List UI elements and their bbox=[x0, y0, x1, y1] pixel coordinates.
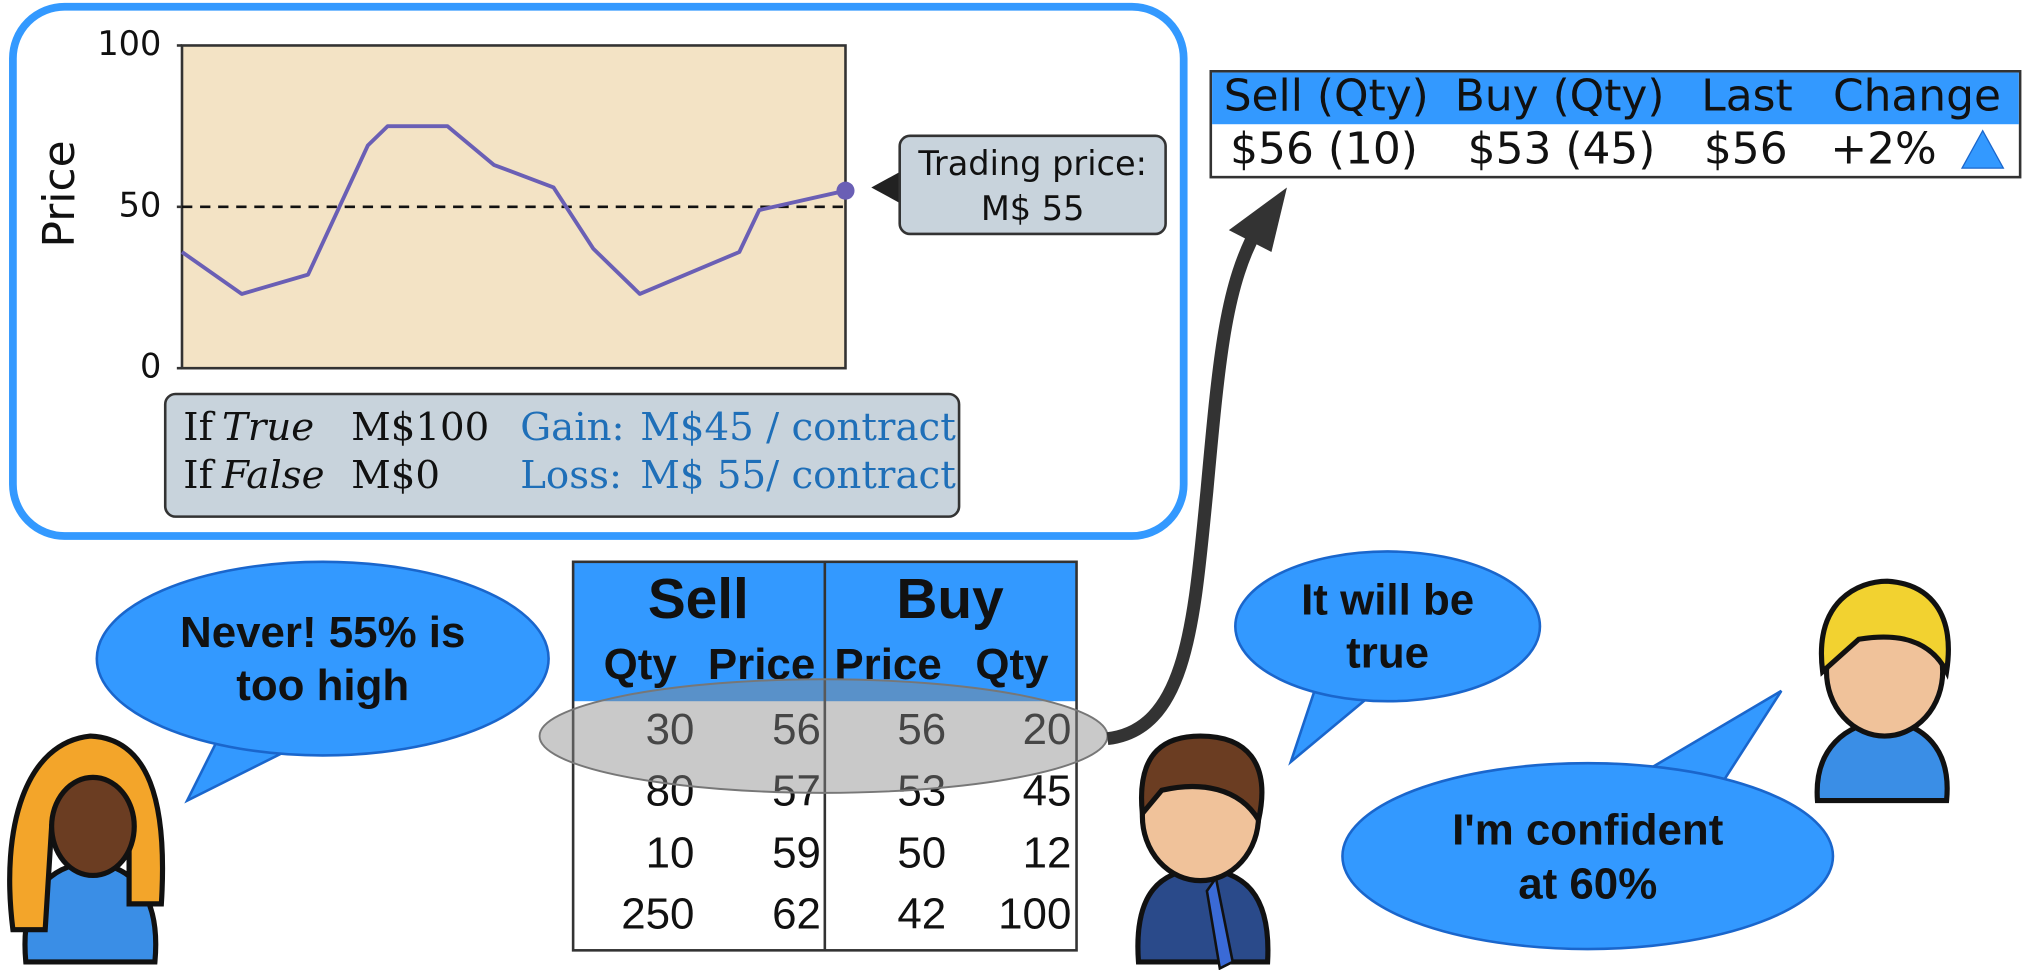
book-cell: 59 bbox=[772, 829, 821, 878]
bubble-text: It will be bbox=[1301, 576, 1474, 625]
book-side: Buy bbox=[896, 568, 1004, 631]
book-cell: 50 bbox=[897, 829, 946, 878]
book-cell: 12 bbox=[1023, 829, 1072, 878]
y-tick-label: 0 bbox=[140, 347, 161, 386]
quote-header: Last bbox=[1701, 70, 1792, 121]
current-point bbox=[836, 182, 854, 200]
book-cell: 10 bbox=[646, 829, 695, 878]
bubble-text: Never! 55% is bbox=[180, 608, 465, 657]
book-column: Qty bbox=[604, 640, 678, 689]
book-cell: 250 bbox=[621, 889, 694, 938]
highlight bbox=[540, 679, 1108, 793]
callout-text: M$ 55 bbox=[981, 189, 1085, 228]
diagram: Price Trading price: M$ 55 IfTrue M$100 Ga… bbox=[0, 0, 2024, 970]
speech-bubble bbox=[97, 562, 549, 756]
person-woman bbox=[10, 736, 163, 962]
person-man bbox=[1138, 736, 1268, 968]
bubble-text: true bbox=[1346, 629, 1429, 678]
payoff-text: M$45 / contract bbox=[640, 405, 956, 450]
speech-bubble bbox=[1342, 763, 1833, 949]
payoff-text: True bbox=[222, 405, 314, 450]
person-man-2 bbox=[1817, 581, 1948, 800]
book-column: Qty bbox=[975, 640, 1049, 689]
speech-bubble bbox=[1235, 551, 1540, 701]
quote-header: Sell (Qty) bbox=[1224, 70, 1429, 121]
quote-header: Buy (Qty) bbox=[1455, 70, 1665, 121]
bubble-text: too high bbox=[236, 661, 409, 710]
payoff-text: Gain: bbox=[520, 405, 624, 450]
quote-value: $56 bbox=[1704, 123, 1788, 174]
payoff-text: If bbox=[183, 453, 215, 498]
quote-header: Change bbox=[1833, 70, 2001, 121]
payoff-text: Loss: bbox=[520, 453, 622, 498]
page: Price Trading price: M$ 55 IfTrue M$100 Ga… bbox=[0, 0, 2024, 970]
payoff-text: M$ 55/ contract bbox=[640, 453, 956, 498]
book-cell: 100 bbox=[998, 889, 1071, 938]
quote-value: $53 (45) bbox=[1468, 123, 1656, 174]
book-side: Sell bbox=[648, 568, 749, 631]
y-tick-label: 50 bbox=[119, 185, 162, 224]
payoff-text: If bbox=[183, 405, 215, 450]
arrowhead bbox=[1229, 187, 1287, 252]
y-tick-label: 100 bbox=[97, 24, 161, 63]
quote-value: $56 (10) bbox=[1230, 123, 1418, 174]
book-cell: 62 bbox=[772, 889, 821, 938]
callout-text: Trading price: bbox=[917, 144, 1147, 183]
bubble-text: I'm confident bbox=[1452, 805, 1724, 854]
payoff-text: False bbox=[221, 453, 324, 498]
payoff-text: M$100 bbox=[351, 405, 489, 450]
quote-value: +2% bbox=[1830, 123, 1936, 174]
quote-cells: Sell (Qty) Buy (Qty) Last Change $56 (10) $53… bbox=[1224, 70, 2001, 174]
book-cell: 42 bbox=[897, 889, 946, 938]
y-axis-label: Price bbox=[34, 140, 85, 247]
bubble-text: at 60% bbox=[1518, 860, 1657, 909]
payoff-text: M$0 bbox=[351, 453, 440, 498]
